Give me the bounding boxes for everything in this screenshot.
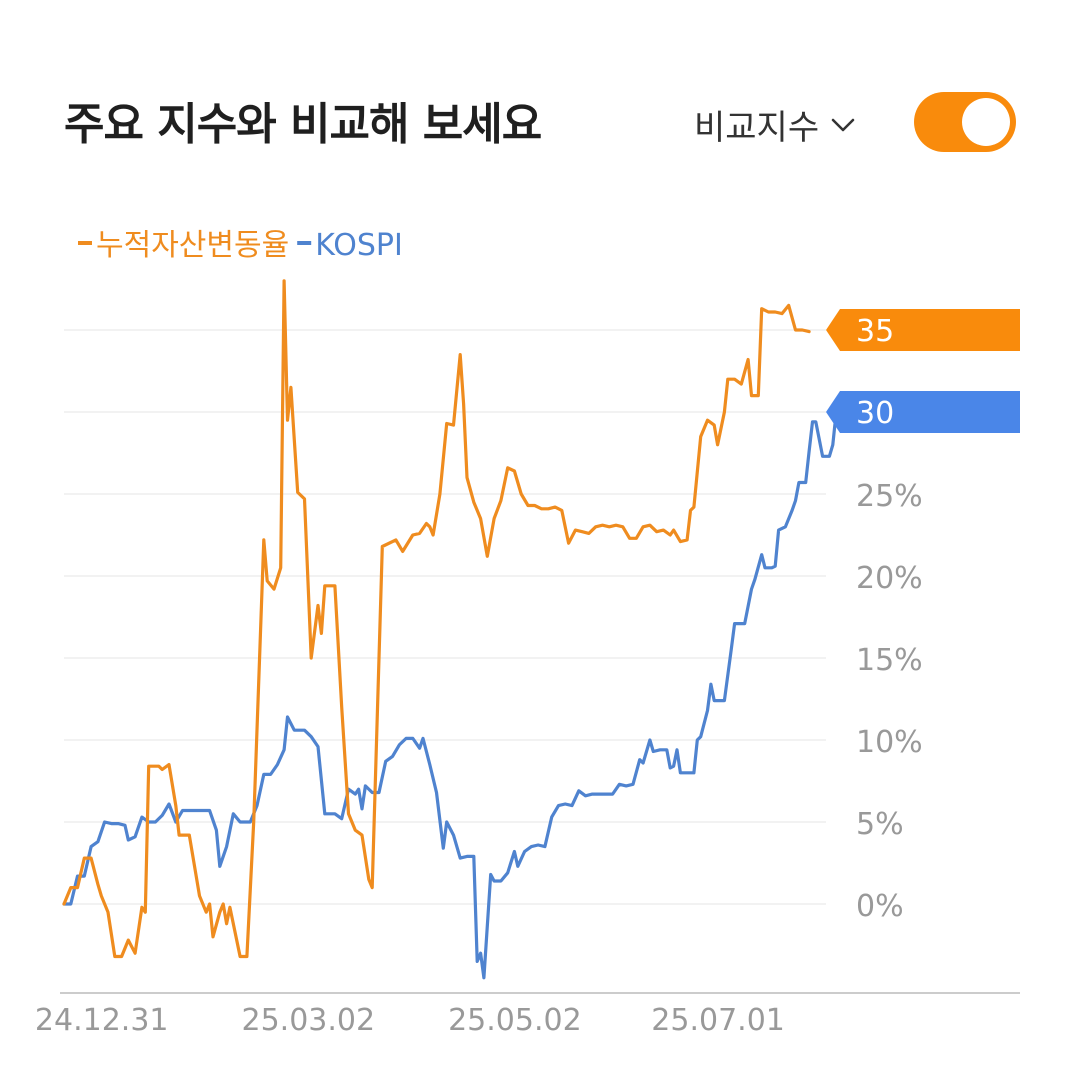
y-tick-label: 15%	[856, 643, 923, 678]
legend-label: KOSPI	[315, 228, 403, 263]
end-value-flag	[826, 391, 1020, 433]
x-tick-label: 25.03.02	[241, 1003, 375, 1038]
x-tick-label: 24.12.31	[35, 1003, 169, 1038]
chevron-down-icon	[831, 118, 855, 131]
compare-index-dropdown[interactable]: 비교지수	[694, 100, 857, 149]
compare-toggle[interactable]	[914, 92, 1016, 152]
legend-label: 누적자산변동율	[96, 228, 289, 263]
compare-index-label: 비교지수	[694, 108, 820, 148]
end-value-flag	[826, 309, 1020, 351]
page-title: 주요 지수와 비교해 보세요	[64, 99, 542, 150]
y-tick-label: 5%	[856, 807, 904, 842]
x-tick-label: 25.07.01	[651, 1003, 785, 1038]
end-value-label: 35	[856, 314, 894, 349]
y-tick-label: 10%	[856, 725, 923, 760]
series-line-kospi	[62, 410, 838, 980]
y-tick-label: 0%	[856, 889, 904, 924]
x-tick-label: 25.05.02	[448, 1003, 582, 1038]
toggle-knob	[962, 98, 1010, 146]
y-tick-label: 25%	[856, 479, 923, 514]
series-line-asset	[62, 279, 811, 959]
y-tick-label: 20%	[856, 561, 923, 596]
end-value-label: 30	[856, 396, 894, 431]
